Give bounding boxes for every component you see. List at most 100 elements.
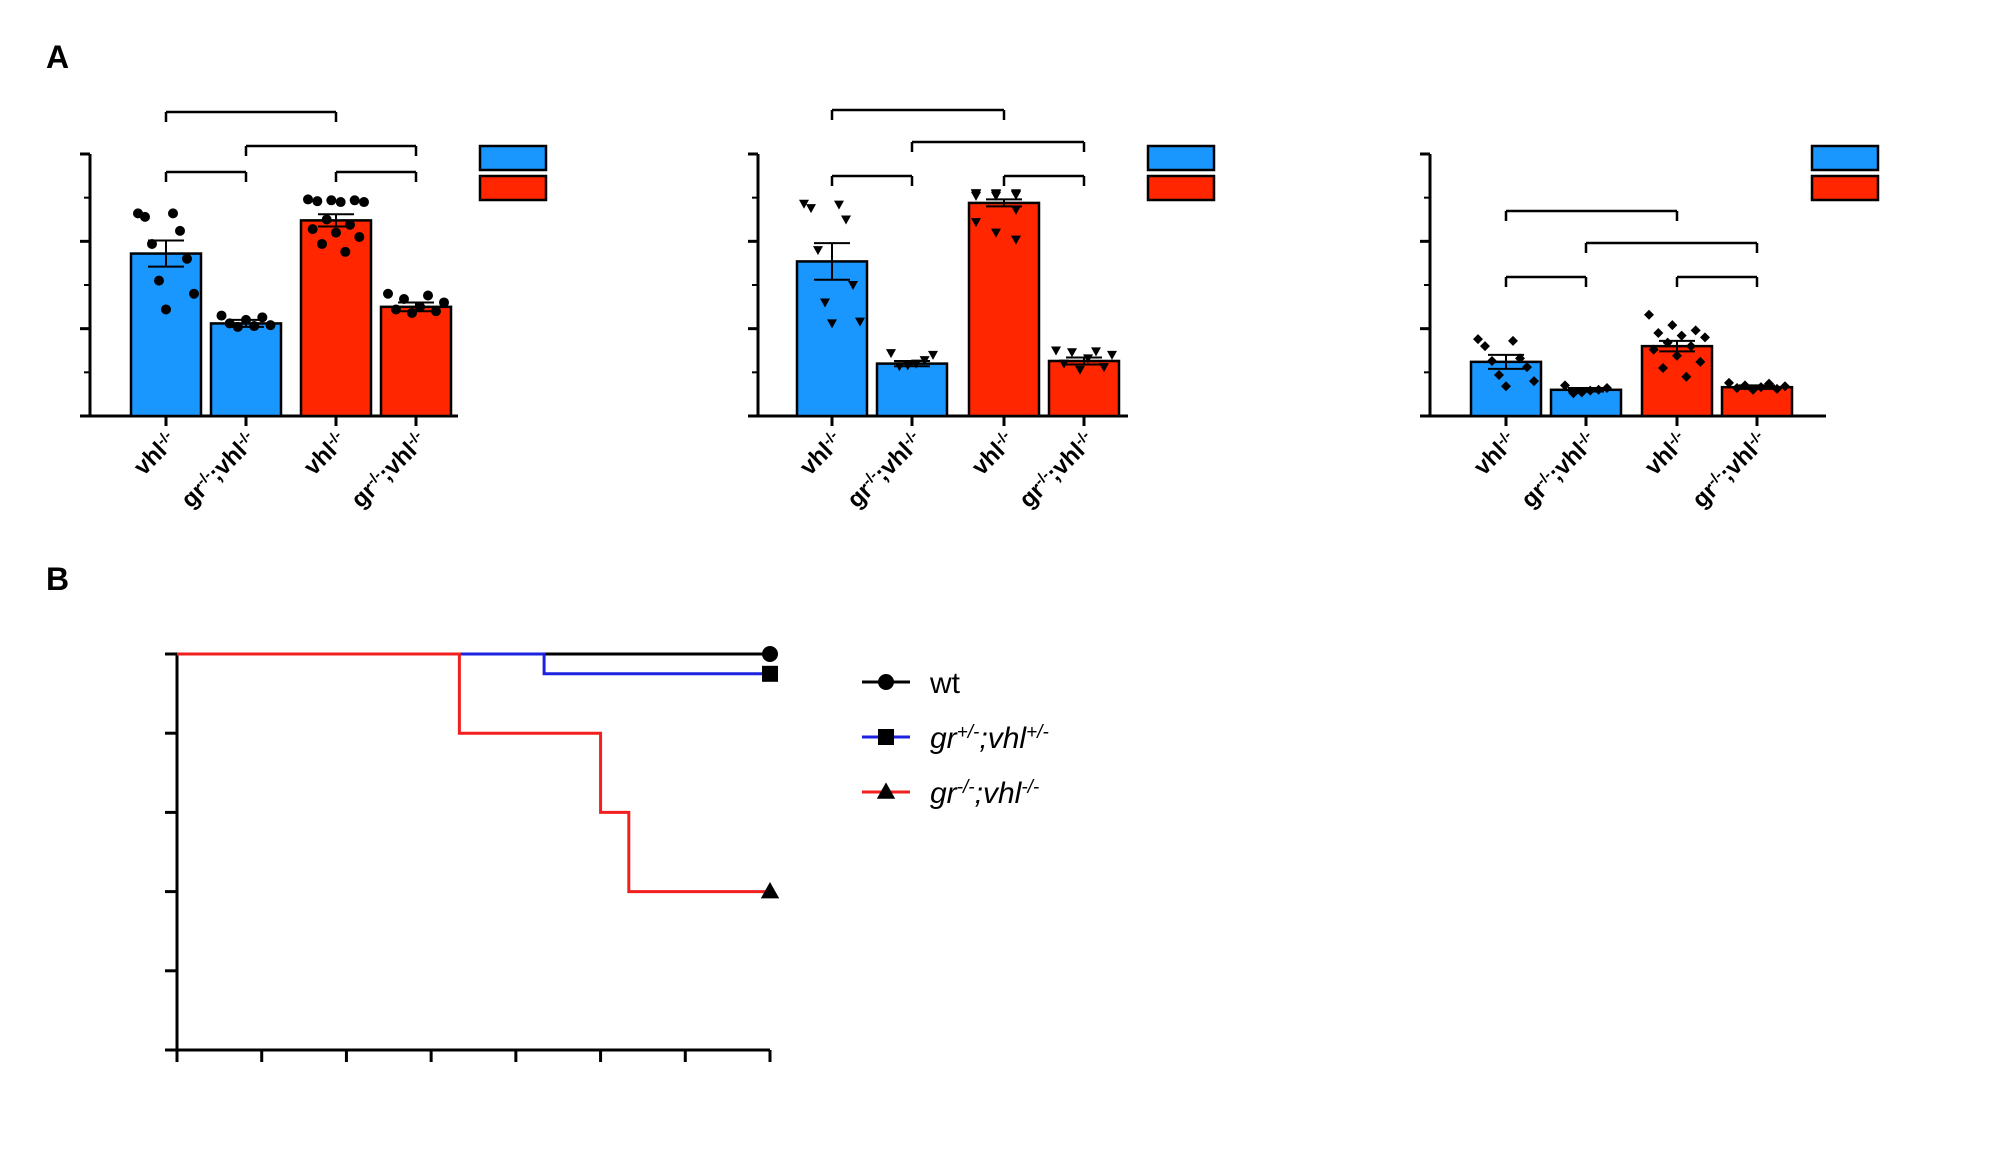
- data-point: [971, 218, 981, 228]
- data-point: [335, 197, 346, 208]
- data-point: [1011, 235, 1021, 245]
- bar: [795, 260, 869, 418]
- data-point: [841, 215, 851, 225]
- data-point: [415, 301, 425, 312]
- data-point: [1644, 309, 1654, 320]
- bar: [875, 362, 949, 418]
- survival-end-marker: [762, 665, 778, 682]
- data-point: [354, 231, 365, 242]
- bar: [299, 219, 373, 418]
- x-category-label: vhl-/-: [1468, 427, 1522, 481]
- data-point: [303, 194, 313, 205]
- data-point: [326, 195, 337, 206]
- data-point: [312, 196, 323, 207]
- data-point: [241, 314, 251, 325]
- data-point: [431, 306, 441, 317]
- legend-label-base: gr: [930, 777, 958, 810]
- legend-label-sup2: -/-: [1021, 777, 1039, 798]
- bar: [1720, 385, 1794, 418]
- data-point: [147, 238, 157, 249]
- data-point: [886, 349, 896, 359]
- legend-marker: [878, 729, 894, 745]
- data-point: [340, 246, 351, 257]
- x-category-label: gr-/-;vhl-/-: [1014, 427, 1101, 514]
- x-category-label: vhl-/-: [298, 427, 352, 481]
- data-point: [1075, 365, 1085, 375]
- legend-label-sup2: +/-: [1026, 722, 1049, 743]
- data-point: [1522, 362, 1532, 373]
- x-category-label: vhl-/-: [966, 427, 1020, 481]
- x-category-label: gr-/-;vhl-/-: [346, 427, 433, 514]
- data-point: [307, 224, 318, 235]
- data-point: [175, 225, 185, 236]
- data-point: [407, 307, 417, 318]
- data-point: [399, 293, 409, 304]
- data-point: [224, 318, 235, 329]
- bar: [209, 322, 283, 418]
- data-point: [383, 288, 393, 299]
- data-point: [1473, 334, 1483, 345]
- data-point: [1487, 355, 1497, 366]
- data-point: [1748, 384, 1758, 395]
- survival-end-marker: [762, 646, 778, 662]
- data-point: [1585, 385, 1596, 396]
- data-point: [1724, 377, 1734, 388]
- data-point: [827, 319, 837, 329]
- data-point: [1480, 341, 1490, 352]
- data-point: [1732, 383, 1742, 394]
- data-point: [1011, 205, 1021, 215]
- data-point: [991, 228, 1001, 238]
- data-point: [1667, 320, 1678, 331]
- data-point: [265, 320, 276, 331]
- legend-swatch: [478, 174, 548, 202]
- survival-line-2: [177, 652, 770, 894]
- data-point: [1700, 332, 1710, 343]
- data-point: [1107, 350, 1117, 360]
- data-point: [1686, 341, 1696, 352]
- data-point: [1676, 330, 1687, 341]
- legend-label-sup: -/-: [957, 777, 975, 798]
- legend-swatch: [1810, 144, 1880, 172]
- legend-label-base: gr: [930, 722, 958, 755]
- bar: [1047, 359, 1121, 418]
- legend-label-text: wt: [929, 667, 961, 700]
- data-point: [161, 304, 171, 315]
- data-point: [1091, 347, 1101, 357]
- data-point: [1515, 353, 1525, 364]
- data-point: [855, 317, 865, 327]
- data-point: [1011, 191, 1021, 201]
- data-point: [820, 298, 830, 308]
- x-category-label: vhl-/-: [1639, 427, 1693, 481]
- data-point: [1059, 359, 1069, 369]
- data-point: [359, 197, 369, 208]
- data-point: [1695, 356, 1706, 367]
- data-point: [321, 214, 332, 225]
- data-point: [1756, 382, 1766, 393]
- legend-label: gr-/-;vhl-/-: [930, 777, 1039, 811]
- data-point: [1662, 337, 1673, 348]
- data-point: [189, 288, 199, 299]
- data-point: [349, 195, 360, 206]
- x-category-label: gr-/-;vhl-/-: [1516, 427, 1603, 514]
- data-point: [154, 275, 164, 286]
- data-point: [799, 199, 809, 209]
- legend-swatch: [1146, 144, 1216, 172]
- data-point: [928, 350, 938, 360]
- data-point: [902, 361, 913, 371]
- data-point: [1099, 363, 1109, 373]
- data-point: [813, 246, 823, 256]
- data-point: [345, 219, 355, 230]
- data-point: [1780, 381, 1790, 392]
- data-point: [1494, 369, 1504, 380]
- data-point: [1681, 371, 1692, 382]
- bar: [379, 305, 453, 418]
- data-point: [1648, 344, 1659, 355]
- legend-label-sup: +/-: [957, 722, 980, 743]
- data-point: [423, 290, 433, 301]
- data-point: [1501, 381, 1511, 392]
- legend-marker: [876, 782, 896, 799]
- data-point: [232, 321, 243, 332]
- legend-swatch: [478, 144, 548, 172]
- legend-marker: [878, 674, 894, 690]
